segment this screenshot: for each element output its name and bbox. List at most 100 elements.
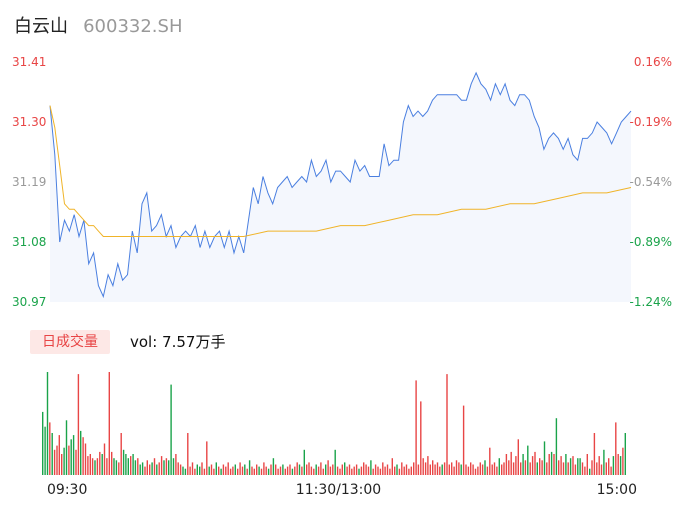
volume-bar [569,458,572,475]
volume-bar [120,433,122,475]
volume-bar [553,454,555,475]
volume-bar [260,468,263,475]
volume-bar [446,374,448,475]
volume-bar [267,468,270,475]
volume-bar [396,464,398,475]
volume-bar [282,464,284,475]
volume-bar [448,464,450,475]
volume-badge[interactable]: 日成交量 [30,330,110,354]
volume-bar [325,464,327,475]
volume-bar [334,449,336,475]
volume-bar [175,454,177,475]
volume-bar [579,458,581,475]
volume-bar [313,468,315,475]
volume-bar [146,460,148,475]
volume-bar [358,468,360,475]
volume-bar [539,458,541,475]
volume-bar [531,456,534,475]
volume-bar [344,462,346,475]
volume-bar [194,468,196,475]
volume-bar [272,458,275,475]
price-tick-label: 31.19 [12,175,46,189]
volume-bar [515,456,517,475]
volume-bar [103,443,106,475]
volume-bar [593,433,596,475]
volume-bar [467,466,470,475]
volume-bar [87,456,89,475]
volume-bar [622,447,624,475]
volume-bar [165,458,168,475]
volume-bar [458,462,460,475]
volume-bar [546,462,548,475]
volume-bar [581,462,584,475]
volume-bar [451,462,453,475]
percent-tick-label: -0.19% [630,115,672,129]
volume-bar [422,458,424,475]
volume-bar [42,411,44,475]
price-tick-label: 30.97 [12,295,46,309]
volume-bar [206,441,208,475]
volume-bar [270,464,272,475]
volume-bar [493,462,496,475]
volume-bar [501,464,503,475]
volume-bar [558,460,560,475]
volume-bar [156,464,158,475]
volume-bar [370,460,372,475]
volume-bar [527,445,529,475]
volume-bar [432,460,434,475]
volume-bar [63,447,65,475]
volume-bar [46,372,49,475]
volume-bar [567,462,569,475]
volume-bar [520,462,522,475]
volume-bar [346,466,348,475]
percent-axis: 0.16% -0.19% -0.54% -0.89% -1.24% [630,55,672,309]
volume-bar [322,468,324,475]
volume-bars [42,372,626,475]
volume-bar [512,462,515,475]
volume-bar [196,464,198,475]
volume-bar [68,445,70,475]
volume-bar [612,456,615,475]
volume-bar [115,460,118,475]
volume-bar [420,401,422,475]
volume-bar [218,466,220,475]
volume-bar [203,468,206,475]
volume-bar [598,456,600,475]
volume-bar [56,445,58,475]
volume-bar [96,458,99,475]
volume-bar [505,454,508,475]
volume-bar [394,466,396,475]
volume-bar [122,449,125,475]
volume-bar [134,460,137,475]
volume-bar [574,464,577,475]
stock-code: 600332.SH [83,16,183,37]
volume-bar [139,464,141,475]
volume-bar [332,464,334,475]
volume-bar [77,374,80,475]
volume-bar [365,464,367,475]
volume-bar [596,462,598,475]
volume-bar [99,451,101,475]
volume-bar [460,464,462,475]
volume-bar [608,458,610,475]
volume-bar [560,456,562,475]
volume-bar [82,437,84,475]
percent-tick-label: -1.24% [630,295,672,309]
volume-bar [179,464,182,475]
volume-bar [439,466,441,475]
volume-bar [353,466,355,475]
volume-bar [58,435,60,475]
stock-header: 白云山 600332.SH [14,12,183,40]
volume-bar [572,456,574,475]
volume-bar [84,443,87,475]
volume-bar [53,449,56,475]
price-line [49,71,632,299]
volume-bar [360,466,363,475]
volume-bar [427,456,429,475]
volume-bar [508,460,510,475]
volume-bar [434,464,436,475]
volume-bar [141,462,144,475]
volume-bar [548,454,550,475]
volume-bar [408,468,410,475]
volume-bar [149,464,151,475]
